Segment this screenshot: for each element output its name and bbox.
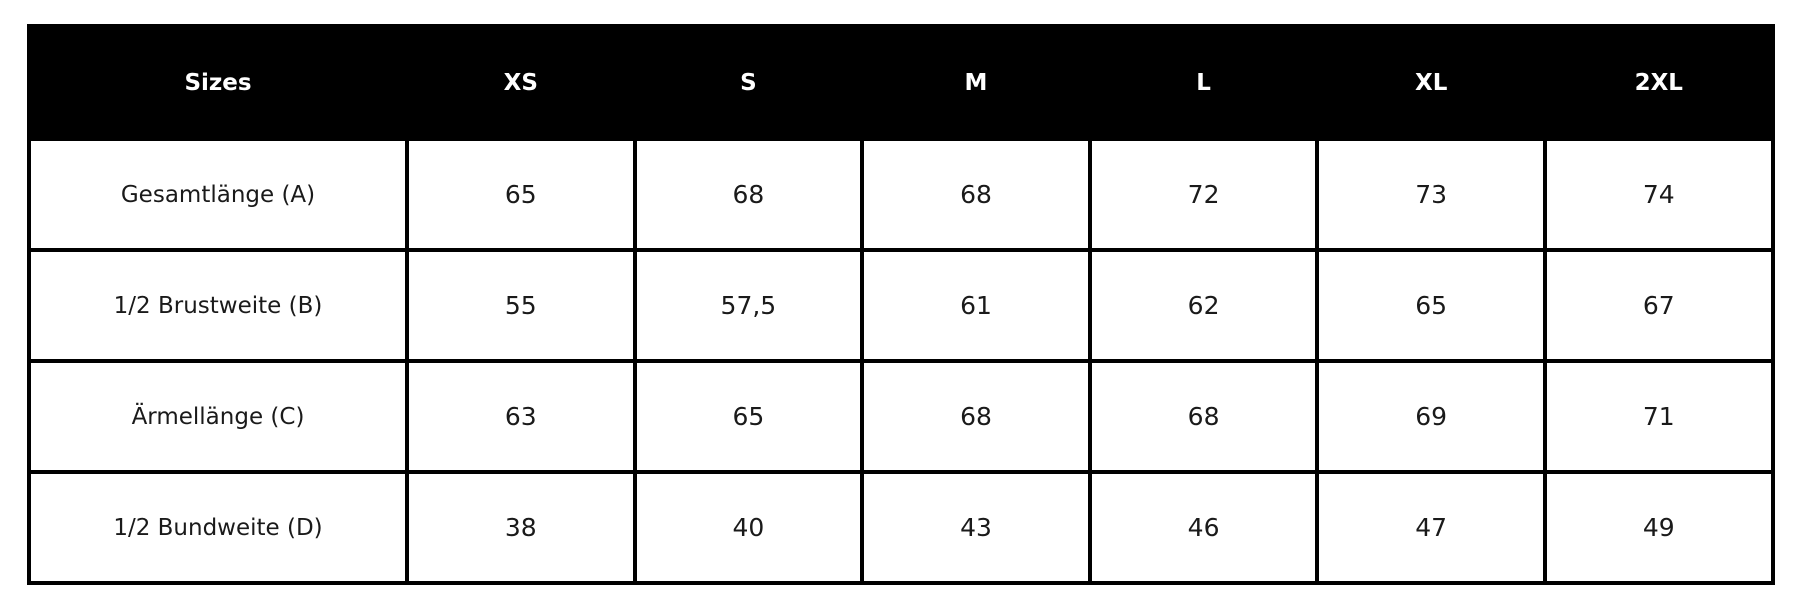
table-cell: 68 bbox=[860, 137, 1092, 252]
table-cell: 40 bbox=[632, 470, 865, 585]
table-cell: 68 bbox=[1087, 359, 1320, 474]
table-row: Gesamtlänge (A) 65 68 68 72 73 74 bbox=[27, 137, 1775, 252]
size-chart-body: Gesamtlänge (A) 65 68 68 72 73 74 1/2 Br… bbox=[27, 137, 1775, 585]
size-chart-header: Sizes XS S M L XL 2XL bbox=[27, 24, 1775, 141]
header-size-2xl: 2XL bbox=[1542, 24, 1775, 141]
table-cell: 67 bbox=[1542, 248, 1775, 363]
row-label-half-waist-width: 1/2 Bundweite (D) bbox=[27, 470, 409, 585]
row-label-total-length: Gesamtlänge (A) bbox=[27, 137, 409, 252]
table-cell: 46 bbox=[1087, 470, 1320, 585]
table-cell: 65 bbox=[632, 359, 865, 474]
table-cell: 73 bbox=[1315, 137, 1547, 252]
header-row: Sizes XS S M L XL 2XL bbox=[27, 24, 1775, 141]
table-cell: 65 bbox=[1315, 248, 1547, 363]
table-row: 1/2 Brustweite (B) 55 57,5 61 62 65 67 bbox=[27, 248, 1775, 363]
table-cell: 62 bbox=[1087, 248, 1320, 363]
header-sizes: Sizes bbox=[27, 24, 409, 141]
row-label-sleeve-length: Ärmellänge (C) bbox=[27, 359, 409, 474]
table-cell: 55 bbox=[405, 248, 637, 363]
size-chart-table: Sizes XS S M L XL 2XL Gesamtlänge (A) 65… bbox=[27, 24, 1775, 585]
header-size-xs: XS bbox=[405, 24, 637, 141]
header-size-l: L bbox=[1087, 24, 1320, 141]
table-cell: 68 bbox=[860, 359, 1092, 474]
table-cell: 74 bbox=[1542, 137, 1775, 252]
table-cell: 63 bbox=[405, 359, 637, 474]
table-cell: 38 bbox=[405, 470, 637, 585]
table-cell: 71 bbox=[1542, 359, 1775, 474]
header-size-m: M bbox=[860, 24, 1092, 141]
table-cell: 57,5 bbox=[632, 248, 865, 363]
table-row: Ärmellänge (C) 63 65 68 68 69 71 bbox=[27, 359, 1775, 474]
header-size-s: S bbox=[632, 24, 865, 141]
table-row: 1/2 Bundweite (D) 38 40 43 46 47 49 bbox=[27, 470, 1775, 585]
table-cell: 72 bbox=[1087, 137, 1320, 252]
row-label-half-chest-width: 1/2 Brustweite (B) bbox=[27, 248, 409, 363]
table-cell: 49 bbox=[1542, 470, 1775, 585]
table-cell: 61 bbox=[860, 248, 1092, 363]
table-cell: 69 bbox=[1315, 359, 1547, 474]
header-size-xl: XL bbox=[1315, 24, 1547, 141]
table-cell: 65 bbox=[405, 137, 637, 252]
table-cell: 43 bbox=[860, 470, 1092, 585]
table-cell: 68 bbox=[632, 137, 865, 252]
table-cell: 47 bbox=[1315, 470, 1547, 585]
